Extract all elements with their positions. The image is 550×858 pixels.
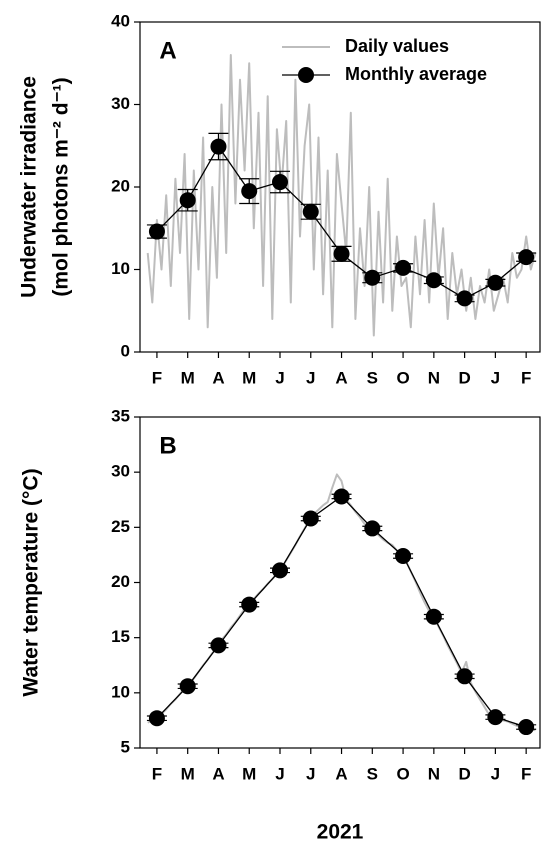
data-point xyxy=(456,290,473,307)
x-tick-label: J xyxy=(275,764,284,783)
data-point xyxy=(487,709,504,726)
data-point xyxy=(241,183,258,200)
data-point xyxy=(364,269,381,286)
series-line xyxy=(146,54,537,337)
x-axis-label: 2021 xyxy=(317,821,364,844)
x-tick-label: F xyxy=(521,368,531,387)
y-tick-label: 40 xyxy=(111,11,130,30)
x-tick-label: F xyxy=(152,368,162,387)
x-tick-label: O xyxy=(396,368,409,387)
data-point xyxy=(425,608,442,625)
data-point xyxy=(425,272,442,289)
x-tick-label: F xyxy=(521,764,531,783)
y-tick-label: 25 xyxy=(111,517,130,536)
data-point xyxy=(395,548,412,565)
data-point xyxy=(148,710,165,727)
data-point xyxy=(148,223,165,240)
x-tick-label: N xyxy=(428,764,440,783)
data-point xyxy=(487,274,504,291)
x-tick-label: M xyxy=(242,368,256,387)
data-point xyxy=(179,192,196,209)
series-line xyxy=(156,495,527,728)
data-point xyxy=(302,203,319,220)
legend-label: Monthly average xyxy=(345,64,487,84)
legend-marker xyxy=(298,67,314,83)
x-tick-label: F xyxy=(152,764,162,783)
x-tick-label: A xyxy=(335,368,347,387)
x-tick-label: J xyxy=(275,368,284,387)
x-tick-label: J xyxy=(306,764,315,783)
y-tick-label: 35 xyxy=(111,406,130,425)
y-axis-label: (mol photons m⁻² d⁻¹) xyxy=(50,77,73,296)
data-point xyxy=(518,719,535,736)
data-point xyxy=(333,488,350,505)
y-tick-label: 10 xyxy=(111,682,130,701)
x-tick-label: O xyxy=(396,764,409,783)
y-tick-label: 30 xyxy=(111,462,130,481)
x-tick-label: D xyxy=(458,368,470,387)
x-tick-label: J xyxy=(491,368,500,387)
legend-label: Daily values xyxy=(345,36,449,56)
y-tick-label: 20 xyxy=(111,572,130,591)
data-point xyxy=(179,678,196,695)
x-tick-label: J xyxy=(306,368,315,387)
y-tick-label: 15 xyxy=(111,627,130,646)
x-tick-label: D xyxy=(458,764,470,783)
y-axis-label: Water temperature (°C) xyxy=(20,468,43,696)
y-tick-label: 30 xyxy=(111,94,130,113)
x-tick-label: M xyxy=(181,368,195,387)
x-tick-label: A xyxy=(212,368,224,387)
data-point xyxy=(518,249,535,266)
data-point xyxy=(456,668,473,685)
y-axis-label: Underwater irradiance xyxy=(18,76,41,298)
x-tick-label: N xyxy=(428,368,440,387)
x-tick-label: A xyxy=(335,764,347,783)
series-line xyxy=(156,145,527,300)
data-point xyxy=(210,637,227,654)
panel-label: A xyxy=(159,37,176,64)
data-point xyxy=(272,174,288,191)
data-point xyxy=(241,596,258,613)
data-point xyxy=(272,562,288,579)
series-line xyxy=(147,473,536,732)
data-point xyxy=(210,138,227,155)
data-point xyxy=(364,520,381,537)
y-tick-label: 20 xyxy=(111,176,130,195)
x-tick-label: M xyxy=(242,764,256,783)
data-point xyxy=(395,259,412,276)
data-point xyxy=(302,510,319,527)
panel-label: B xyxy=(159,432,176,459)
x-tick-label: S xyxy=(367,368,378,387)
x-tick-label: S xyxy=(367,764,378,783)
x-tick-label: J xyxy=(491,764,500,783)
x-tick-label: A xyxy=(212,764,224,783)
y-tick-label: 5 xyxy=(121,737,130,756)
data-point xyxy=(333,245,350,262)
y-tick-label: 0 xyxy=(121,341,130,360)
y-tick-label: 10 xyxy=(111,259,130,278)
x-tick-label: M xyxy=(181,764,195,783)
